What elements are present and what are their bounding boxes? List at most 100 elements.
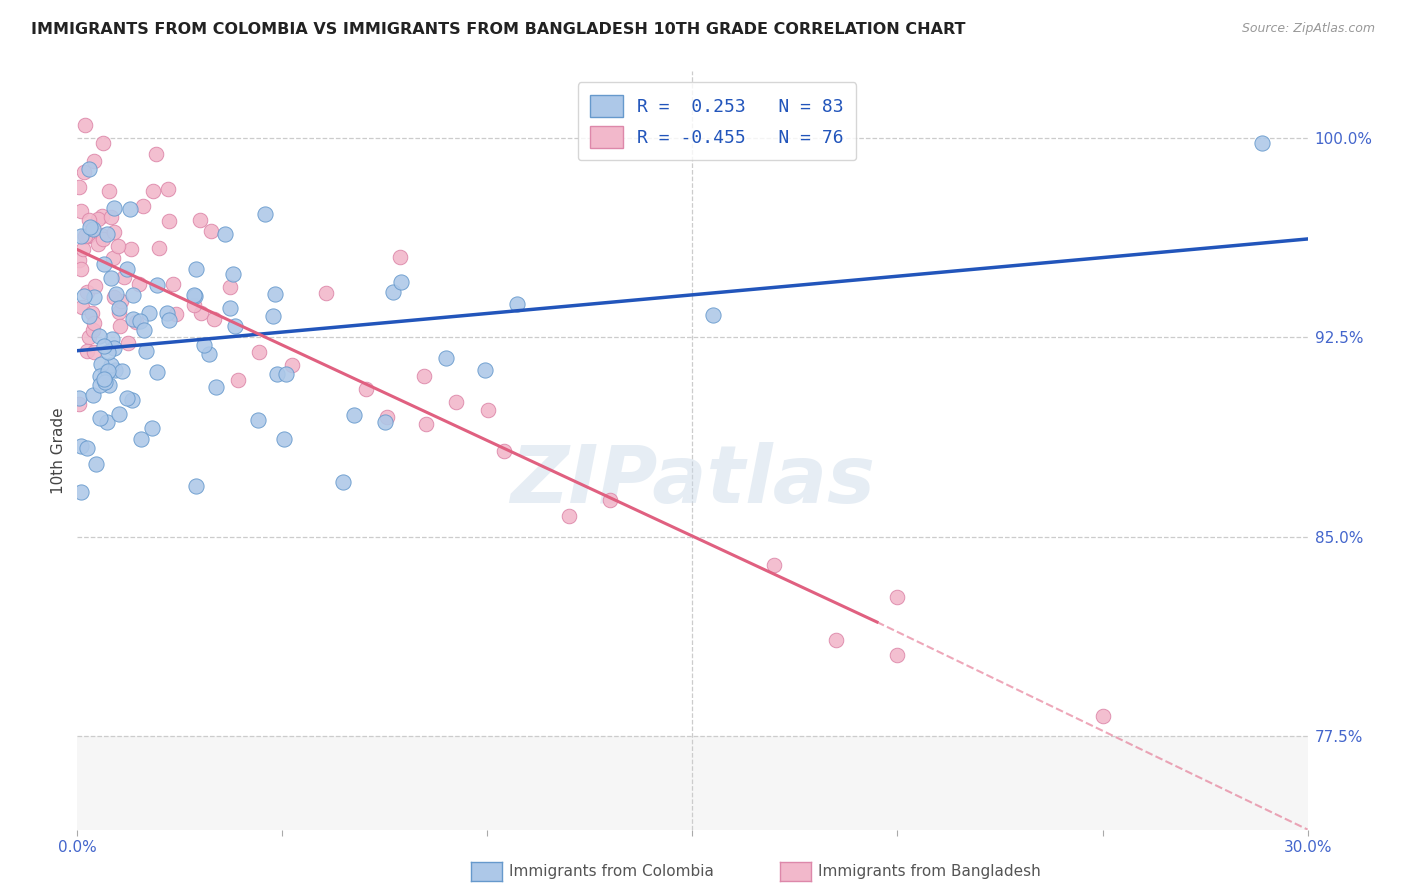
Point [103, 252, 125, 266]
Point [343, 408, 366, 422]
Point [84, 278, 107, 293]
Point [886, 590, 908, 604]
Text: Immigrants from Colombia: Immigrants from Colombia [509, 864, 714, 879]
Point [198, 347, 221, 361]
Point [146, 277, 169, 292]
Point [77, 162, 100, 177]
Point [374, 415, 396, 429]
Point [77, 229, 100, 244]
Point [90, 228, 112, 243]
Point [1251, 136, 1274, 151]
Point [118, 202, 141, 216]
Point [315, 285, 337, 300]
Point [67, 252, 90, 267]
Point [214, 227, 236, 241]
Point [73, 289, 96, 303]
Point [76, 343, 98, 358]
Point [129, 432, 152, 446]
Point [89, 368, 111, 383]
Point [79, 220, 101, 235]
Point [97, 364, 120, 378]
Point [162, 277, 184, 291]
Bar [77, 737, 1308, 830]
Point [96, 227, 118, 241]
Point [763, 558, 786, 572]
Point [266, 367, 288, 381]
Point [558, 509, 581, 524]
Point [115, 391, 138, 405]
Point [72, 301, 94, 315]
Point [276, 367, 298, 381]
Point [219, 280, 242, 294]
Point [91, 209, 114, 223]
Point [388, 250, 411, 264]
Point [110, 318, 132, 333]
Point [247, 344, 270, 359]
Point [73, 229, 96, 244]
Point [89, 378, 111, 392]
Point [224, 318, 246, 333]
Point [103, 225, 125, 239]
Point [83, 154, 105, 169]
Point [107, 239, 129, 253]
Point [93, 372, 115, 386]
Point [219, 301, 242, 315]
Point [112, 270, 135, 285]
Point [87, 212, 110, 227]
Point [67, 397, 90, 411]
Point [83, 290, 105, 304]
Point [156, 306, 179, 320]
Point [100, 210, 122, 224]
Point [145, 146, 167, 161]
Point [389, 275, 412, 289]
Point [599, 492, 621, 507]
Point [82, 222, 104, 236]
Point [115, 262, 138, 277]
Point [67, 180, 90, 194]
Point [111, 363, 134, 377]
Point [135, 343, 157, 358]
Point [157, 213, 180, 227]
Point [157, 312, 180, 326]
Point [67, 391, 90, 405]
Point [100, 332, 122, 346]
Text: ZIPatlas: ZIPatlas [510, 442, 875, 520]
Point [246, 413, 269, 427]
Point [122, 312, 145, 326]
Point [117, 335, 139, 350]
Point [82, 306, 104, 320]
Point [200, 224, 222, 238]
Point [91, 232, 114, 246]
Point [165, 307, 187, 321]
Point [98, 378, 121, 392]
Point [72, 242, 94, 256]
Point [90, 357, 112, 371]
Point [204, 380, 226, 394]
Point [148, 241, 170, 255]
Point [103, 201, 125, 215]
Point [157, 182, 180, 196]
Point [87, 329, 110, 343]
Point [100, 271, 122, 285]
Point [226, 373, 249, 387]
Point [184, 289, 207, 303]
Point [477, 403, 499, 417]
Point [80, 224, 103, 238]
Point [70, 439, 93, 453]
Point [97, 345, 120, 359]
Point [412, 368, 434, 383]
Text: Source: ZipAtlas.com: Source: ZipAtlas.com [1241, 22, 1375, 36]
Point [128, 277, 150, 292]
Point [125, 315, 148, 329]
Point [141, 421, 163, 435]
Point [75, 118, 97, 132]
Point [221, 267, 243, 281]
Point [202, 312, 225, 326]
Point [825, 632, 848, 647]
Point [93, 376, 115, 390]
Point [79, 228, 101, 243]
Point [69, 485, 91, 500]
Point [91, 136, 114, 150]
Point [100, 358, 122, 372]
Point [142, 185, 165, 199]
